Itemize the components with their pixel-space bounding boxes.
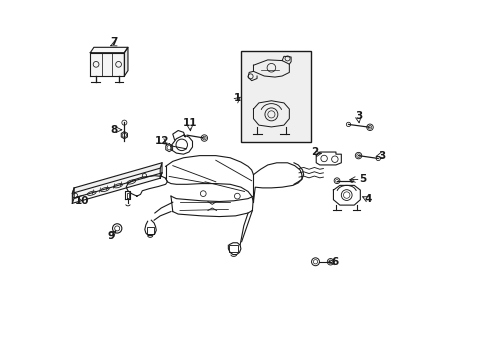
Polygon shape <box>72 163 162 193</box>
Text: 6: 6 <box>330 257 338 267</box>
Text: 9: 9 <box>107 231 114 240</box>
Bar <box>146 226 154 234</box>
Text: 12: 12 <box>155 136 169 145</box>
Text: 2: 2 <box>310 147 317 157</box>
Text: 4: 4 <box>364 194 371 204</box>
Text: 7: 7 <box>110 37 117 47</box>
Polygon shape <box>72 168 160 203</box>
Text: 10: 10 <box>75 196 89 206</box>
Text: 3: 3 <box>377 150 385 161</box>
Text: 8: 8 <box>110 125 117 135</box>
Polygon shape <box>124 47 128 76</box>
Text: 5: 5 <box>359 174 366 184</box>
Polygon shape <box>90 47 128 53</box>
Text: 1: 1 <box>233 93 241 103</box>
Bar <box>229 245 238 252</box>
Bar <box>241 51 310 142</box>
Text: 11: 11 <box>183 118 197 128</box>
Text: 3: 3 <box>354 111 362 121</box>
Polygon shape <box>90 53 124 76</box>
